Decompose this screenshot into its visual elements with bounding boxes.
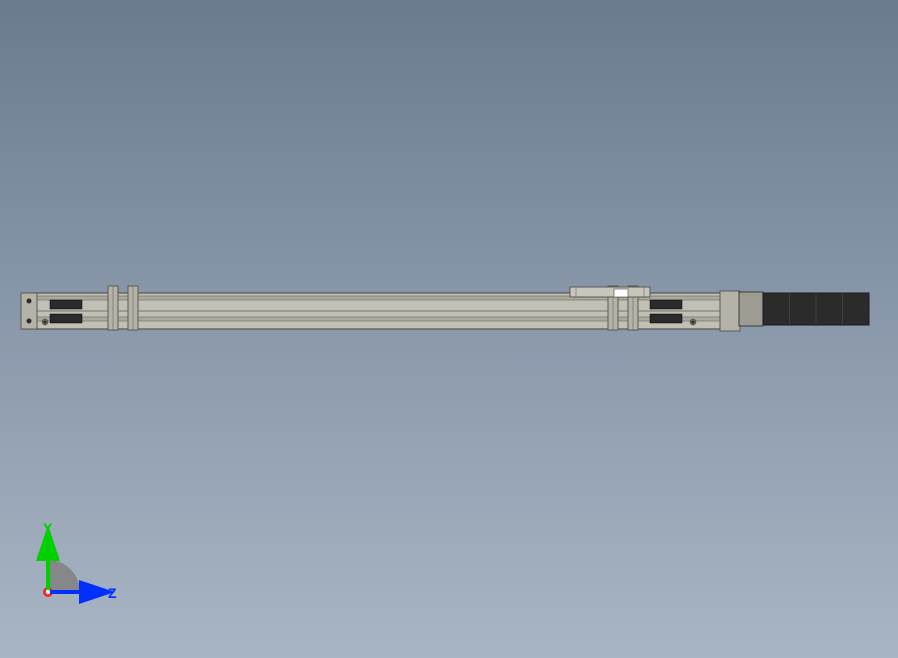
orientation-triad[interactable] [8,492,148,632]
axis-label-y: Y [43,520,52,536]
cad-viewport[interactable]: Y Z [0,0,898,658]
axis-label-z: Z [108,585,117,601]
